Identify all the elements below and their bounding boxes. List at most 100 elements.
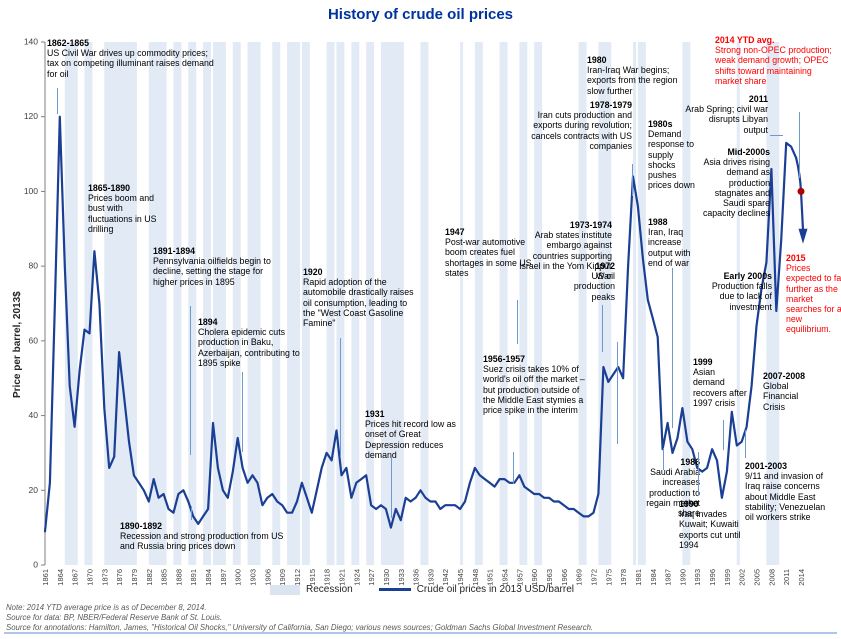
x-tick-label: 1900 bbox=[234, 569, 243, 586]
annotation-1956-1957: 1956-1957 Suez crisis takes 10% of world'… bbox=[483, 354, 588, 415]
annotation-header: Early 2000s bbox=[723, 271, 772, 281]
annotation-body: 9/11 and invasion of Iraq raise concerns… bbox=[745, 471, 826, 523]
annotation-callout-line bbox=[391, 458, 392, 518]
x-tick-label: 1978 bbox=[619, 569, 628, 586]
annotation-1894: 1894 Cholera epidemic cuts production in … bbox=[198, 317, 316, 368]
x-tick-label: 1912 bbox=[293, 569, 302, 586]
annotation-callout-line bbox=[663, 448, 664, 470]
x-tick-label: 2002 bbox=[738, 569, 747, 586]
annotation-body: Asia drives rising demand as production … bbox=[703, 157, 770, 219]
annotation-body: Pennsylvania oilfields begin to decline,… bbox=[153, 256, 271, 287]
x-tick-label: 2011 bbox=[782, 569, 791, 585]
x-tick-label: 1975 bbox=[604, 569, 613, 586]
footnote-source-data: Source for data: BP, NBER/Federal Reserv… bbox=[6, 613, 223, 623]
recession-band bbox=[232, 42, 241, 565]
annotation-callout-line bbox=[242, 372, 243, 452]
annotation-2014-ytd-avg-: 2014 YTD avg. Strong non-OPEC production;… bbox=[715, 35, 839, 86]
recession-band bbox=[420, 42, 429, 565]
annotation-body: Cholera epidemic cuts production in Baku… bbox=[198, 327, 300, 368]
recession-band bbox=[351, 42, 360, 565]
x-tick-label: 1897 bbox=[219, 569, 228, 586]
recession-band bbox=[766, 42, 780, 565]
annotation-callout-line bbox=[799, 112, 800, 178]
annotation-body: Post-war automotive boom creates fuel sh… bbox=[445, 237, 532, 278]
y-tick-label: 20 bbox=[29, 485, 39, 495]
x-tick-label: 1993 bbox=[693, 569, 702, 586]
x-tick-label: 2014 bbox=[797, 569, 806, 586]
recession-band bbox=[203, 42, 211, 565]
annotation-callout-line bbox=[517, 300, 518, 344]
annotation-header: 1973-1974 bbox=[569, 220, 612, 230]
y-tick-label: 0 bbox=[33, 560, 38, 570]
annotation-1920: 1920 Rapid adoption of the automobile dra… bbox=[303, 267, 418, 328]
annotation-body: Arab Spring; civil war disrupts Libyan o… bbox=[685, 104, 768, 135]
recession-band bbox=[474, 42, 483, 565]
recession-band bbox=[64, 42, 78, 565]
x-tick-label: 1930 bbox=[382, 569, 391, 586]
annotation-2001-2003: 2001-2003 9/11 and invasion of Iraq raise… bbox=[745, 461, 827, 522]
recession-band bbox=[633, 42, 636, 565]
annotation-body: Saudi Arabia increases production to reg… bbox=[646, 467, 700, 519]
annotation-header: 1980s bbox=[648, 119, 673, 129]
annotation-callout-line bbox=[191, 506, 192, 520]
annotation-callout-line bbox=[57, 88, 58, 114]
annotation-header: 1894 bbox=[198, 317, 218, 327]
annotation-2007-2008: 2007-2008 Global Financial Crisis bbox=[763, 371, 821, 412]
recession-band bbox=[326, 42, 335, 565]
annotation-body: Prices hit record low as onset of Great … bbox=[365, 419, 456, 460]
x-tick-label: 1927 bbox=[367, 569, 376, 586]
y-tick-label: 60 bbox=[29, 335, 39, 345]
annotation-body: Iran cuts production and exports during … bbox=[531, 110, 632, 151]
annotation-2011: 2011 Arab Spring; civil war disrupts Liby… bbox=[682, 94, 768, 135]
x-tick-label: 1939 bbox=[426, 569, 435, 586]
annotation-body: Arab states institute embargo against co… bbox=[519, 230, 612, 282]
recession-band bbox=[381, 42, 404, 565]
annotation-body: Global Financial Crisis bbox=[763, 381, 799, 412]
x-tick-label: 1885 bbox=[160, 569, 169, 586]
x-tick-label: 1915 bbox=[308, 569, 317, 586]
recession-band bbox=[247, 42, 261, 565]
annotation-header: 1931 bbox=[365, 409, 385, 419]
x-tick-label: 1879 bbox=[130, 569, 139, 586]
x-tick-label: 1909 bbox=[278, 569, 287, 586]
annotation-callout-line bbox=[632, 164, 633, 196]
annotation-body: Recession and strong production from US … bbox=[120, 531, 284, 552]
annotation-callout-line bbox=[770, 135, 783, 136]
annotation-header: 1920 bbox=[303, 267, 323, 277]
x-tick-label: 1918 bbox=[323, 569, 332, 586]
x-tick-label: 1903 bbox=[249, 569, 258, 586]
x-tick-label: 1894 bbox=[204, 569, 213, 586]
annotation-1972: 1972 US oil production peaks bbox=[557, 261, 615, 302]
annotation-header: 1972 bbox=[595, 261, 615, 271]
annotation-1973-1974: 1973-1974 Arab states institute embargo a… bbox=[512, 220, 612, 281]
recession-band bbox=[213, 42, 226, 565]
annotation-body: Prices boom and bust with fluctuations i… bbox=[88, 193, 157, 234]
x-tick-label: 1954 bbox=[501, 569, 510, 586]
y-tick-label: 120 bbox=[24, 111, 38, 121]
annotation-1986: 1986 Saudi Arabia increases production to… bbox=[640, 457, 700, 518]
annotation-header: 1999 bbox=[693, 357, 713, 367]
annotation-header: 1988 bbox=[648, 217, 668, 227]
annotation-header: 1890-1892 bbox=[120, 521, 163, 531]
annotation-header: 1947 bbox=[445, 227, 465, 237]
recession-band bbox=[499, 42, 508, 565]
annotation-1980: 1980 Iran-Iraq War begins; exports from t… bbox=[587, 55, 697, 96]
price-line-swatch bbox=[378, 588, 411, 591]
annotation-body: US oil production peaks bbox=[573, 271, 615, 302]
annotation-1862-1865: 1862-1865 US Civil War drives up commodit… bbox=[47, 38, 219, 79]
recession-band bbox=[301, 42, 310, 565]
annotation-callout-line bbox=[602, 305, 603, 352]
x-tick-label: 1963 bbox=[545, 569, 554, 586]
annotation-header: 1862-1865 bbox=[47, 38, 90, 48]
annotation-header: 1980 bbox=[587, 55, 607, 65]
x-tick-label: 1882 bbox=[145, 569, 154, 586]
x-tick-label: 1933 bbox=[397, 569, 406, 586]
recession-band bbox=[148, 42, 167, 565]
x-tick-label: 1990 bbox=[678, 569, 687, 586]
x-tick-label: 1972 bbox=[590, 569, 599, 586]
down-arrow-icon bbox=[798, 228, 808, 244]
annotation-header: 1891-1894 bbox=[153, 246, 196, 256]
annotation-callout-line bbox=[190, 306, 191, 455]
x-tick-label: 1867 bbox=[71, 569, 80, 586]
